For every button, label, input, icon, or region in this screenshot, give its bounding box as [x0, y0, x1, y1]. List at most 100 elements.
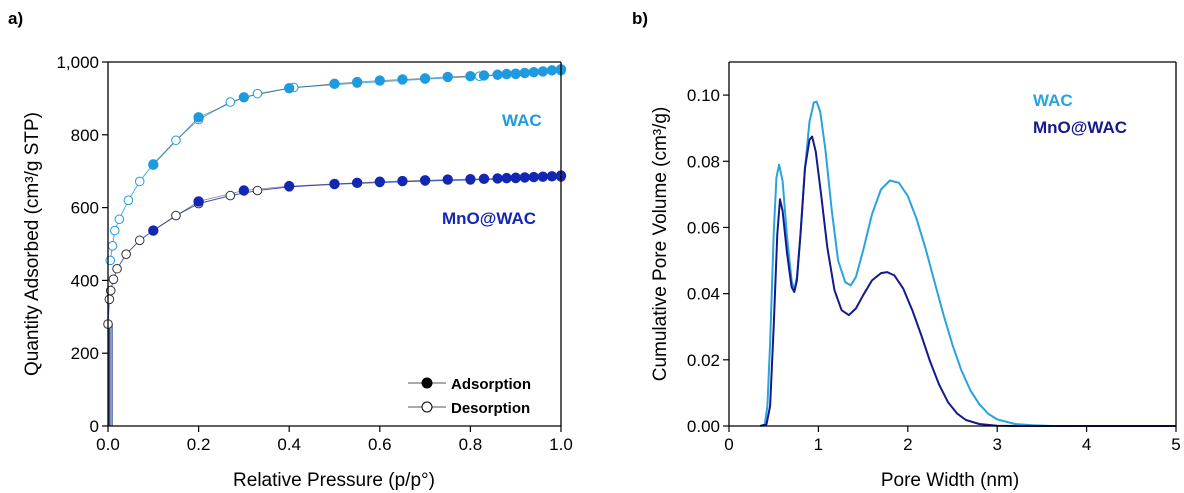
- panel-a-wac-adsorption-point: [148, 159, 159, 170]
- panel-b-y-tick-label: 0.02: [687, 351, 720, 370]
- panel-a-wac-adsorption-point: [329, 78, 340, 90]
- panel-a-mno-wac-desorption-point: [225, 190, 236, 201]
- panel-a-wac-desorption-point: [252, 88, 263, 99]
- panel-b-x-axis-title: Pore Width (nm): [881, 470, 1019, 491]
- panel-b-plot-area: [759, 100, 1176, 427]
- panel-a-wac-adsorption-point: [492, 69, 503, 80]
- panel-a-y-tick-label: 1,000: [56, 53, 99, 72]
- panel-a-mno-wac-adsorption-point: [519, 172, 530, 183]
- panel-a-y-tick-label: 800: [71, 126, 99, 145]
- panel-a-wac-adsorption-point: [193, 112, 204, 123]
- panel-b-label: b): [632, 9, 648, 28]
- panel-a-wac-adsorption-point: [374, 75, 386, 86]
- panel-a-wac-adsorption-point: [528, 66, 540, 78]
- panel-a-ticks: 0.0 0.2 0.4 0.6 0.8 1.0 0 200 400 600 800 1,000: [56, 53, 572, 454]
- panel-b-x-tick-label: 3: [992, 435, 1001, 454]
- legend-adsorption-label: Adsorption: [451, 376, 531, 393]
- panel-a-wac-adsorption-point: [537, 66, 549, 77]
- panel-a-mno-wac-adsorption-point: [329, 178, 340, 190]
- panel-a-mno-wac-adsorption-point: [284, 180, 295, 192]
- panel-a-mno-wac-adsorption-point: [148, 225, 159, 236]
- panel-a-mno-wac-adsorption-point: [193, 196, 204, 207]
- panel-a-x-tick-label: 0.8: [459, 435, 483, 454]
- panel-a-wac-desorption-point: [109, 225, 120, 236]
- panel-a-isotherm: a) 0.0 0.2 0.4 0.6 0.8 1.002004006008001,000 …: [8, 9, 573, 491]
- panel-a-x-tick-label: 0.6: [368, 435, 392, 454]
- panel-a-x-axis-title: Relative Pressure (p/p°): [233, 470, 435, 491]
- panel-a-wac-adsorption-point: [442, 71, 453, 83]
- panel-a-wac-desorption-point: [171, 135, 181, 146]
- panel-a-mno-wac-desorption-point: [112, 263, 122, 274]
- panel-a-mno-wac-adsorption-point: [397, 175, 408, 187]
- panel-a-x-tick-label: 0.0: [96, 435, 120, 454]
- panel-a-mno-wac-adsorption-point: [510, 172, 521, 183]
- panel-a-wac-adsorption-point: [238, 92, 250, 103]
- panel-a-mno-wac-desorption-point: [121, 249, 131, 259]
- panel-a-mno-wac-adsorption-point: [465, 174, 476, 185]
- panel-a-mno-wac-desorption-point: [108, 274, 119, 285]
- panel-a-mno-wac-adsorption-point: [351, 177, 363, 189]
- panel-b-x-tick-label: 0: [724, 435, 733, 454]
- panel-a-mno-wac-adsorption-point: [546, 171, 558, 182]
- panel-a-mno-wac-desorption-point: [134, 235, 145, 246]
- panel-a-wac-desorption-point: [225, 97, 236, 107]
- legend-desorption-marker: [421, 401, 433, 413]
- panel-b-wac-curve: [759, 100, 1176, 427]
- panel-a-wac-adsorption-point: [510, 68, 521, 79]
- panel-a-wac-desorption-point: [123, 195, 134, 206]
- panel-b-legend-mno-wac: MnO@WAC: [1033, 118, 1127, 137]
- panel-a-label: a): [8, 9, 23, 28]
- panel-a-wac-adsorption-point: [546, 65, 558, 76]
- panel-b-y-tick-label: 0.10: [687, 86, 720, 105]
- panel-b-y-tick-label: 0.06: [687, 218, 720, 237]
- panel-b-y-tick-label: 0.04: [687, 285, 720, 304]
- panel-a-wac-desorption-point: [134, 176, 145, 187]
- panel-a-wac-adsorption-point: [519, 67, 530, 79]
- panel-b-x-tick-label: 2: [903, 435, 912, 454]
- panel-b-x-tick-label: 1: [814, 435, 823, 454]
- panel-a-mno-wac-desorption-point: [104, 294, 115, 305]
- panel-a-legend: Adsorption Desorption: [408, 376, 531, 417]
- panel-a-mno-wac-adsorption-point: [528, 171, 540, 183]
- panel-a-y-axis-title: Quantity Adsorbed (cm³/g STP): [22, 112, 43, 376]
- panel-a-wac-desorption-point: [107, 241, 118, 251]
- panel-a-mno-wac-adsorption-point: [478, 173, 490, 185]
- panel-b-x-tick-label: 4: [1082, 435, 1091, 454]
- panel-a-y-tick-label: 400: [71, 271, 99, 290]
- panel-a-wac-desorption-point: [105, 255, 116, 266]
- panel-b-legend-wac: WAC: [1033, 91, 1073, 110]
- panel-a-mno-wac-adsorption-point: [238, 185, 250, 196]
- panel-a-wac-adsorption-point: [419, 73, 431, 84]
- panel-a-mno-wac-desorption-point: [171, 210, 181, 221]
- legend-adsorption-marker: [421, 377, 433, 389]
- panel-a-wac-adsorption-point: [284, 83, 295, 94]
- panel-a-mno-wac-desorption-line: [107, 176, 562, 325]
- panel-a-wac-adsorption-point: [465, 70, 476, 82]
- panel-a-mno-wac-adsorption-point: [501, 172, 512, 184]
- panel-a-x-tick-label: 0.2: [187, 435, 211, 454]
- panel-b-ticks: 0 1 2 3 4 5 0.00 0.02 0.04 0.06 0.08 0.10: [687, 86, 1181, 454]
- panel-a-mno-wac-adsorption-point: [537, 171, 549, 182]
- panel-a-y-tick-label: 0: [90, 417, 99, 436]
- panel-a-mno-wac-desorption-point: [252, 185, 263, 196]
- panel-a-wac-adsorption-point: [351, 76, 363, 88]
- panel-a-mno-wac-adsorption-point: [442, 174, 453, 185]
- panel-b-x-tick-label: 5: [1171, 435, 1180, 454]
- panel-b-y-axis-title: Cumulative Pore Volume (cm³/g): [650, 107, 671, 382]
- panel-a-mno-wac-adsorption-point: [492, 173, 503, 184]
- panel-a-wac-adsorption-point: [478, 70, 490, 81]
- panel-a-y-tick-label: 200: [71, 344, 99, 363]
- panel-a-wac-desorption-line: [109, 70, 562, 261]
- panel-a-wac-desorption-point: [114, 214, 125, 225]
- panel-a-x-tick-label: 0.4: [277, 435, 301, 454]
- panel-a-plot-area: [103, 64, 567, 426]
- panel-a-wac-adsorption-point: [501, 68, 512, 80]
- panel-a-series-label-wac: WAC: [502, 111, 542, 130]
- panel-a-x-tick-label: 1.0: [549, 435, 573, 454]
- panel-b-mno-wac-curve: [760, 135, 1176, 427]
- panel-a-series-label-mno-wac: MnO@WAC: [442, 209, 536, 228]
- panel-a-wac-adsorption-point: [397, 74, 408, 85]
- panel-b-y-tick-label: 0.00: [687, 417, 720, 436]
